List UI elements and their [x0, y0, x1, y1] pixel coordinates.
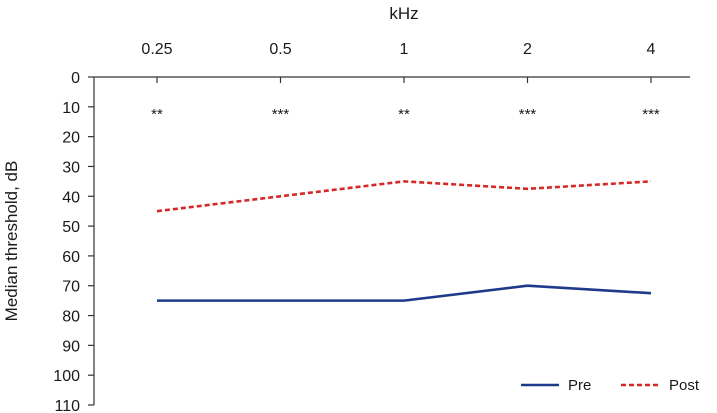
y-axis-ticks: 0 10 20 30 40 50 60 70 80 90 100 110	[53, 70, 94, 413]
y-tick-label: 0	[71, 70, 80, 87]
y-tick-label: 40	[62, 189, 80, 206]
y-tick-label: 90	[62, 338, 80, 355]
significance-label: ***	[519, 106, 537, 123]
significance-label: ***	[642, 106, 660, 123]
legend-label-post: Post	[669, 377, 700, 394]
x-tick-label: 1	[400, 41, 409, 58]
significance-label: **	[398, 106, 410, 123]
series-group	[156, 180, 652, 302]
significance-annotations: ** *** ** *** ***	[151, 106, 660, 123]
y-tick-label: 100	[53, 368, 80, 385]
x-tick-label: 0.25	[141, 41, 172, 58]
x-tick-label: 2	[523, 41, 532, 58]
y-tick-label: 110	[54, 398, 80, 413]
y-tick-label: 20	[62, 130, 80, 147]
x-axis-ticks: 0.25 0.5 1 2 4	[141, 41, 656, 83]
x-tick-label: 0.5	[269, 41, 291, 58]
y-tick-label: 60	[62, 249, 80, 266]
y-tick-label: 80	[62, 309, 80, 326]
legend: Pre Post	[521, 377, 700, 394]
y-tick-label: 30	[62, 159, 80, 176]
series-line-pre	[157, 284, 652, 302]
y-tick-label: 70	[62, 279, 80, 296]
x-axis-title: kHz	[389, 4, 418, 23]
significance-label: **	[151, 106, 163, 123]
x-tick-label: 4	[647, 41, 656, 58]
significance-label: ***	[272, 106, 290, 123]
y-tick-label: 10	[62, 100, 80, 117]
series-line-post	[156, 180, 652, 213]
legend-label-pre: Pre	[568, 377, 591, 394]
y-tick-label: 50	[62, 219, 80, 236]
y-axis-title: Median threshold, dB	[2, 161, 21, 322]
